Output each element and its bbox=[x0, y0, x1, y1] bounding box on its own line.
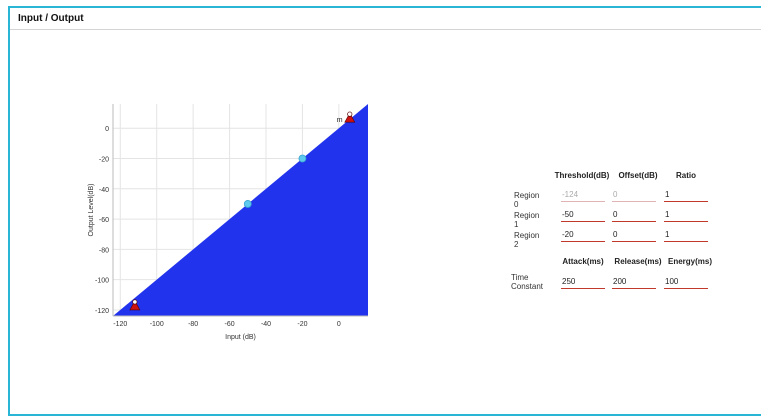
region-2-offset-input[interactable] bbox=[612, 227, 656, 242]
attack-input[interactable] bbox=[561, 274, 605, 289]
x-tick-label: -120 bbox=[113, 321, 127, 328]
transfer-curve-area bbox=[113, 104, 368, 316]
release-input[interactable] bbox=[612, 274, 656, 289]
y-tick-label: -40 bbox=[99, 187, 109, 194]
header-threshold: Threshold(dB) bbox=[554, 171, 610, 180]
region-2-label: Region 2 bbox=[514, 231, 540, 249]
region-1-label: Region 1 bbox=[514, 211, 540, 229]
region-threshold-point[interactable] bbox=[243, 200, 252, 208]
region-0-label: Region 0 bbox=[514, 191, 540, 209]
marker-handle-icon[interactable] bbox=[132, 299, 138, 305]
header-offset: Offset(dB) bbox=[618, 171, 658, 180]
time-constant-label-line1: Time bbox=[511, 273, 529, 282]
region-2-ratio-input[interactable] bbox=[664, 227, 708, 242]
x-tick-label: 0 bbox=[337, 321, 341, 328]
warning-marker-icon[interactable] bbox=[129, 300, 141, 311]
region-1-threshold-input[interactable] bbox=[561, 207, 605, 222]
energy-input[interactable] bbox=[664, 274, 708, 289]
y-tick-label: -100 bbox=[95, 278, 109, 285]
y-axis-label: Output Level(dB) bbox=[88, 184, 95, 237]
panel-title: Input / Output bbox=[18, 13, 84, 24]
region-threshold-point[interactable] bbox=[298, 154, 307, 163]
header-attack: Attack(ms) bbox=[562, 257, 604, 266]
y-tick-label: 0 bbox=[105, 126, 109, 133]
region-1-offset-input[interactable] bbox=[612, 207, 656, 222]
panel-header: Input / Output bbox=[10, 8, 761, 30]
region-0-ratio-input[interactable] bbox=[664, 187, 708, 202]
x-tick-label: -20 bbox=[297, 321, 307, 328]
header-ratio: Ratio bbox=[676, 171, 696, 180]
marker-handle-icon[interactable] bbox=[347, 111, 353, 117]
x-tick-label: -80 bbox=[188, 321, 198, 328]
header-release: Release(ms) bbox=[614, 257, 662, 266]
x-tick-label: -100 bbox=[150, 321, 164, 328]
x-axis-label: Input (dB) bbox=[225, 334, 256, 341]
y-tick-label: -20 bbox=[99, 157, 109, 164]
header-energy: Energy(ms) bbox=[667, 257, 712, 266]
time-constant-label-line2: Constant bbox=[511, 282, 544, 291]
warning-marker-icon[interactable] bbox=[344, 112, 356, 123]
region-1-ratio-input[interactable] bbox=[664, 207, 708, 222]
region-0-threshold-input[interactable] bbox=[561, 187, 605, 202]
x-tick-label: -40 bbox=[261, 321, 271, 328]
marker-label: m bbox=[337, 117, 343, 124]
x-tick-label: -60 bbox=[225, 321, 235, 328]
region-2-threshold-input[interactable] bbox=[561, 227, 605, 242]
y-tick-label: -120 bbox=[95, 308, 109, 315]
region-0-offset-input[interactable] bbox=[612, 187, 656, 202]
y-tick-label: -80 bbox=[99, 247, 109, 254]
y-tick-label: -60 bbox=[99, 217, 109, 224]
